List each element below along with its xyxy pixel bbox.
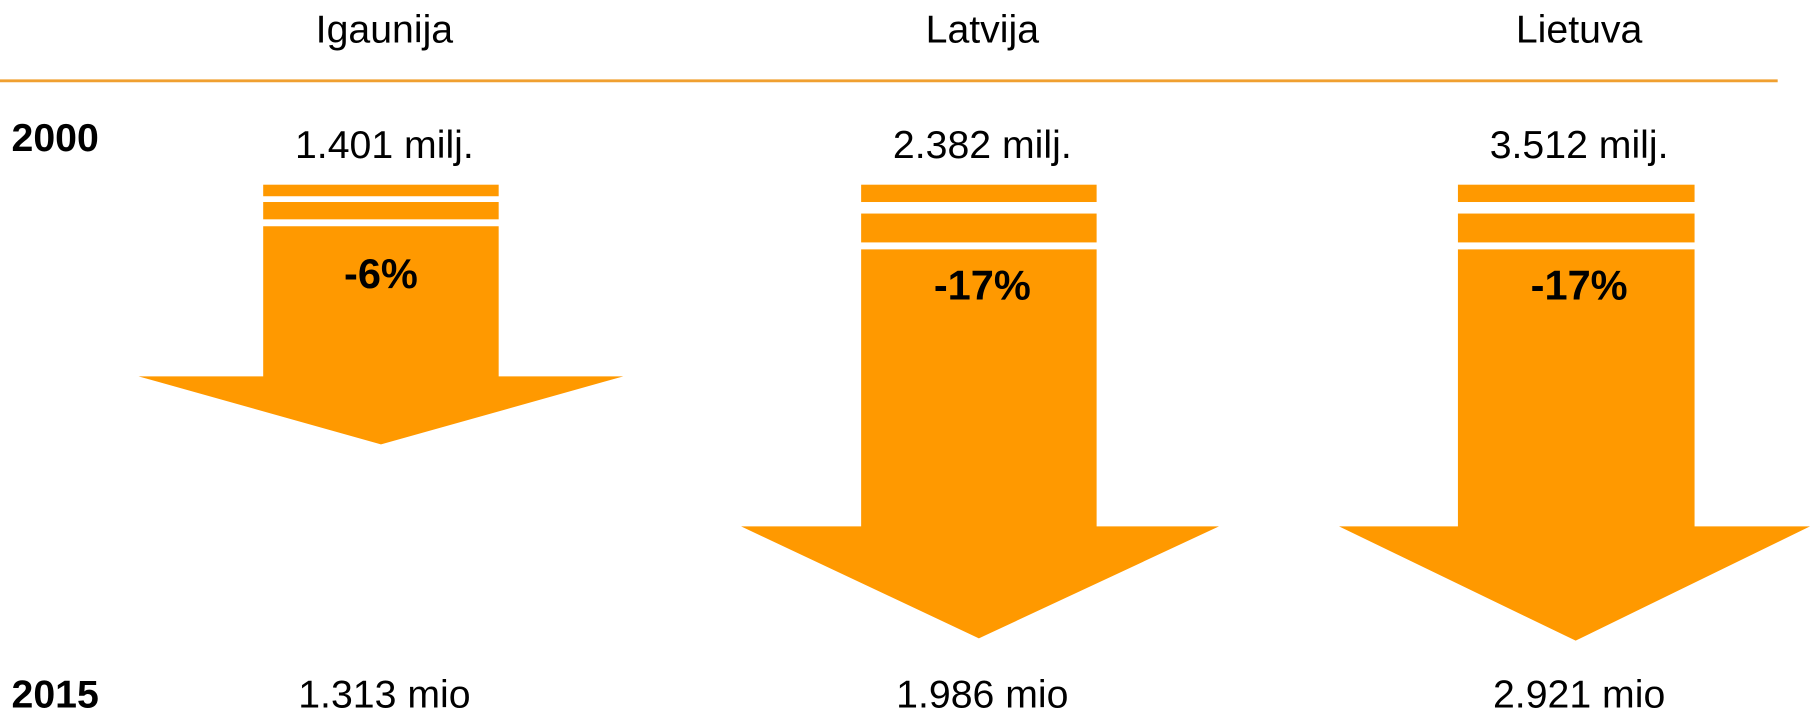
change-label: -6% [344, 250, 418, 297]
start-value: 1.401 milj. [295, 123, 474, 167]
change-label: -17% [934, 262, 1031, 309]
arrow [741, 184, 1219, 639]
change-label: -17% [1531, 262, 1628, 309]
arrow [1339, 184, 1810, 641]
country-label: Igaunija [316, 8, 454, 52]
country-label: Latvija [926, 8, 1040, 52]
country-label: Lietuva [1516, 8, 1643, 52]
year-start: 2000 [12, 116, 99, 160]
end-value: 1.986 mio [896, 673, 1068, 717]
start-value: 2.382 milj. [893, 123, 1072, 167]
arrow [138, 184, 624, 445]
year-end: 2015 [12, 673, 99, 717]
end-value: 2.921 mio [1493, 673, 1665, 717]
end-value: 1.313 mio [298, 673, 470, 717]
start-value: 3.512 milj. [1490, 123, 1669, 167]
